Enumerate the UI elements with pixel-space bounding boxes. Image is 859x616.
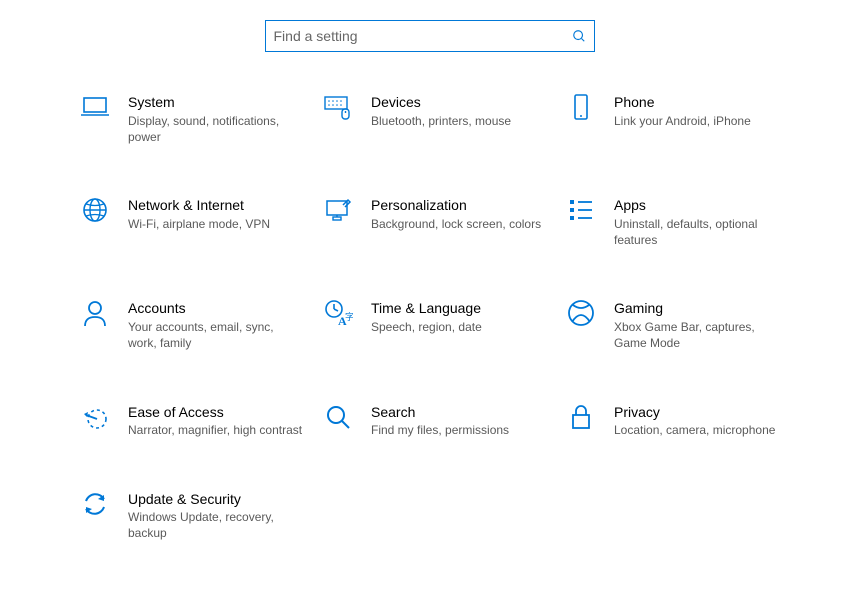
- tile-text: Accounts Your accounts, email, sync, work…: [128, 298, 303, 351]
- search-icon: [572, 29, 586, 43]
- settings-grid: System Display, sound, notifications, pow…: [0, 92, 859, 542]
- tile-text: Time & Language Speech, region, date: [371, 298, 546, 335]
- tile-text: Gaming Xbox Game Bar, captures, Game Mode: [614, 298, 789, 351]
- tile-phone[interactable]: Phone Link your Android, iPhone: [566, 92, 789, 145]
- tile-apps[interactable]: Apps Uninstall, defaults, optional featur…: [566, 195, 789, 248]
- tile-desc: Windows Update, recovery, backup: [128, 509, 303, 541]
- laptop-icon: [80, 92, 110, 122]
- tile-privacy[interactable]: PrivacyLocation, camera, microphone: [566, 402, 789, 439]
- time-language-icon: [323, 298, 353, 328]
- tile-text: Ease of AccessNarrator, magnifier, high …: [128, 402, 303, 439]
- tile-text: Update & SecurityWindows Update, recover…: [128, 489, 303, 542]
- tile-title: Time & Language: [371, 300, 546, 317]
- apps-list-icon: [566, 195, 596, 225]
- tile-text: Network & Internet Wi-Fi, airplane mode, …: [128, 195, 303, 232]
- tile-title: Ease of Access: [128, 404, 303, 421]
- tile-search[interactable]: SearchFind my files, permissions: [323, 402, 546, 439]
- tile-text: System Display, sound, notifications, pow…: [128, 92, 303, 145]
- tile-personalization[interactable]: Personalization Background, lock screen, …: [323, 195, 546, 248]
- lock-icon: [566, 402, 596, 432]
- tile-text: PrivacyLocation, camera, microphone: [614, 402, 789, 439]
- search-container: [0, 0, 859, 92]
- tile-network[interactable]: Network & Internet Wi-Fi, airplane mode, …: [80, 195, 303, 248]
- tile-desc: Find my files, permissions: [371, 422, 546, 438]
- tile-text: SearchFind my files, permissions: [371, 402, 546, 439]
- tile-desc: Uninstall, defaults, optional features: [614, 216, 789, 248]
- globe-icon: [80, 195, 110, 225]
- tile-ease-of-access[interactable]: Ease of AccessNarrator, magnifier, high …: [80, 402, 303, 439]
- tile-title: Gaming: [614, 300, 789, 317]
- tile-desc: Speech, region, date: [371, 319, 546, 335]
- tile-desc: Display, sound, notifications, power: [128, 113, 303, 145]
- tile-title: Phone: [614, 94, 789, 111]
- tile-title: Update & Security: [128, 491, 303, 508]
- keyboard-icon: [323, 92, 353, 122]
- tile-desc: Your accounts, email, sync, work, family: [128, 319, 303, 351]
- tile-update-security[interactable]: Update & SecurityWindows Update, recover…: [80, 489, 303, 542]
- tile-desc: Bluetooth, printers, mouse: [371, 113, 546, 129]
- tile-desc: Xbox Game Bar, captures, Game Mode: [614, 319, 789, 351]
- tile-text: Phone Link your Android, iPhone: [614, 92, 789, 129]
- tile-title: Search: [371, 404, 546, 421]
- tile-desc: Link your Android, iPhone: [614, 113, 789, 129]
- tile-title: Devices: [371, 94, 546, 111]
- tile-gaming[interactable]: Gaming Xbox Game Bar, captures, Game Mode: [566, 298, 789, 351]
- tile-text: Apps Uninstall, defaults, optional featur…: [614, 195, 789, 248]
- paintbrush-icon: [323, 195, 353, 225]
- tile-text: Personalization Background, lock screen, …: [371, 195, 546, 232]
- tile-devices[interactable]: Devices Bluetooth, printers, mouse: [323, 92, 546, 145]
- phone-icon: [566, 92, 596, 122]
- tile-accounts[interactable]: Accounts Your accounts, email, sync, work…: [80, 298, 303, 351]
- sync-icon: [80, 489, 110, 519]
- tile-title: System: [128, 94, 303, 111]
- tile-desc: Location, camera, microphone: [614, 422, 789, 438]
- person-icon: [80, 298, 110, 328]
- tile-title: Personalization: [371, 197, 546, 214]
- tile-desc: Wi-Fi, airplane mode, VPN: [128, 216, 303, 232]
- ease-of-access-icon: [80, 402, 110, 432]
- search-icon: [323, 402, 353, 432]
- tile-title: Apps: [614, 197, 789, 214]
- tile-desc: Narrator, magnifier, high contrast: [128, 422, 303, 438]
- tile-title: Privacy: [614, 404, 789, 421]
- search-box[interactable]: [265, 20, 595, 52]
- tile-time-language[interactable]: Time & Language Speech, region, date: [323, 298, 546, 351]
- xbox-icon: [566, 298, 596, 328]
- tile-text: Devices Bluetooth, printers, mouse: [371, 92, 546, 129]
- tile-title: Accounts: [128, 300, 303, 317]
- tile-desc: Background, lock screen, colors: [371, 216, 546, 232]
- tile-title: Network & Internet: [128, 197, 303, 214]
- search-input[interactable]: [274, 28, 572, 44]
- tile-system[interactable]: System Display, sound, notifications, pow…: [80, 92, 303, 145]
